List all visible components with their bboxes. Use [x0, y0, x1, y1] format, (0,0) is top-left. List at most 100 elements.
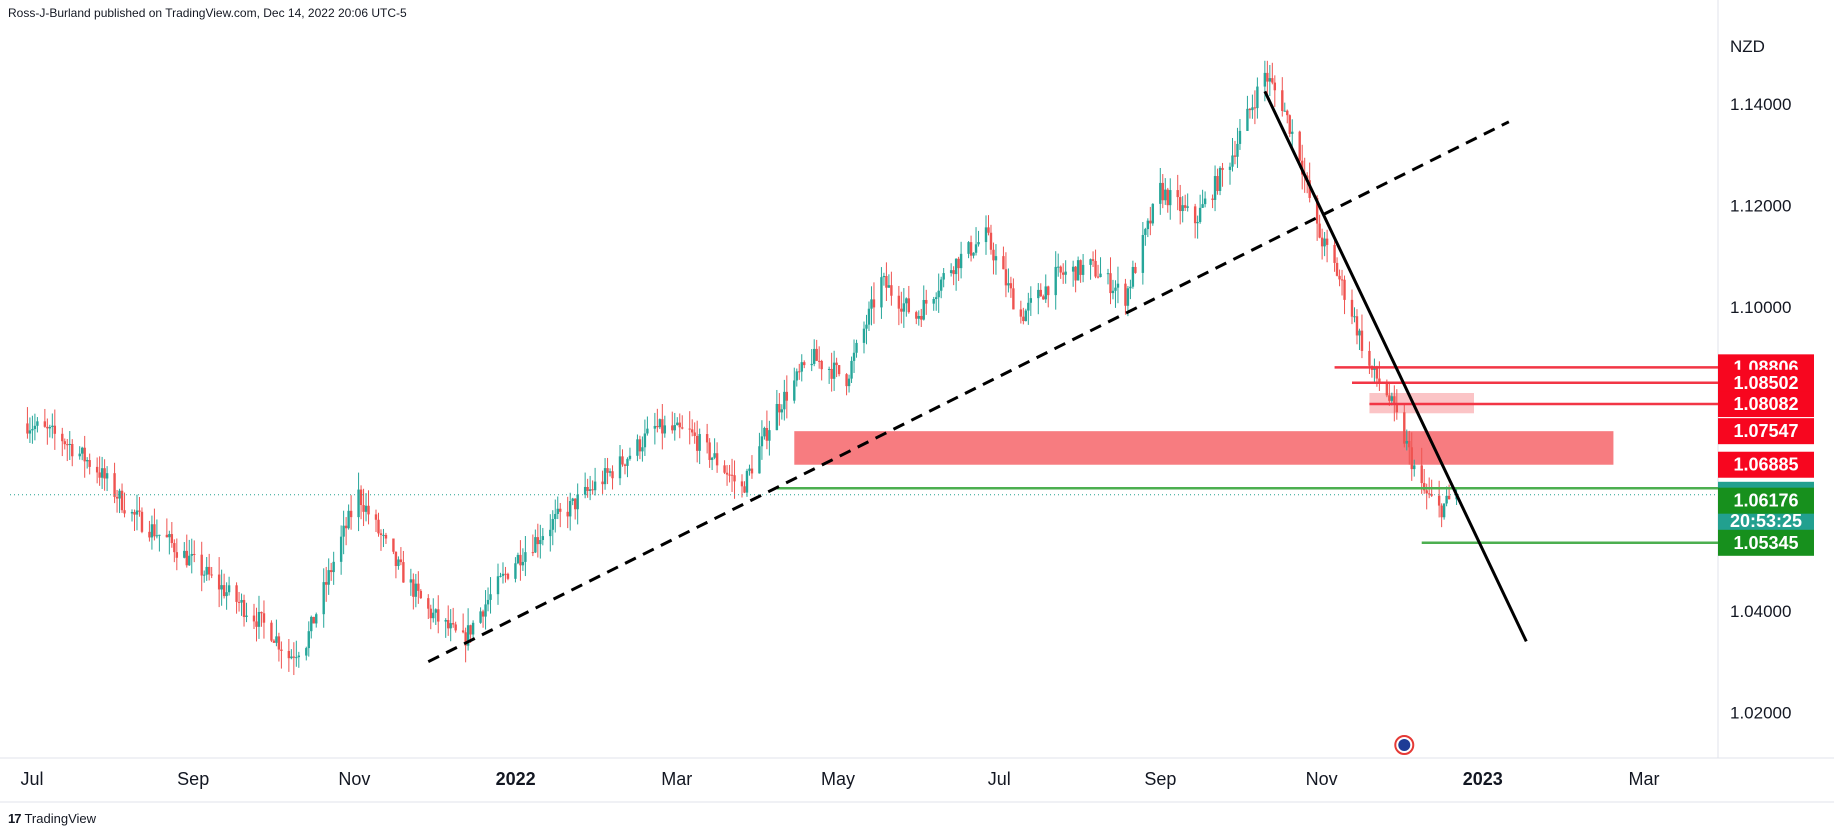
candle-body	[1298, 131, 1301, 161]
candle-body	[237, 601, 241, 603]
candle-body	[105, 473, 109, 479]
candle-body	[1096, 276, 1100, 278]
candle-body	[900, 308, 903, 312]
candle-body	[872, 299, 876, 308]
candle-body	[867, 308, 871, 325]
candle-body	[1315, 197, 1319, 224]
candle-body	[175, 552, 179, 558]
candle-body	[798, 371, 801, 373]
tradingview-footer[interactable]: 17 TradingView	[8, 811, 96, 826]
candle-body	[827, 368, 831, 370]
candle-body	[1236, 143, 1239, 157]
candle-body	[1111, 290, 1115, 294]
badge-1-05345	[1718, 529, 1814, 556]
solid-downtrend-line	[1263, 90, 1528, 643]
candle-body	[1151, 203, 1155, 224]
candle-body	[1420, 465, 1423, 484]
candle-body	[432, 612, 435, 619]
candle-body	[688, 428, 691, 430]
candle-body	[1183, 205, 1187, 208]
candle-body	[53, 425, 57, 434]
candle-body	[676, 422, 679, 426]
candle-body	[255, 621, 258, 627]
candle-body	[115, 496, 119, 499]
x-tick-label: Jul	[988, 769, 1011, 789]
candle-body	[1037, 289, 1040, 299]
candle-body	[399, 559, 403, 563]
candle-body	[539, 540, 542, 545]
candle-body	[1358, 330, 1361, 336]
candle-body	[100, 468, 104, 478]
candle-body	[31, 429, 34, 431]
candle-body	[1094, 260, 1097, 277]
candle-body	[1353, 316, 1356, 318]
candle-body	[1368, 350, 1371, 366]
candle-body	[695, 435, 699, 451]
candle-body	[270, 622, 273, 641]
candle-body	[745, 470, 749, 493]
candle-body	[865, 324, 868, 329]
candle-body	[551, 519, 554, 530]
candle-body	[1288, 115, 1291, 134]
candle-body	[1355, 316, 1359, 336]
candle-body	[740, 481, 744, 487]
candle-body	[173, 543, 176, 553]
currency-label: NZD	[1730, 37, 1765, 56]
candle-body	[638, 439, 642, 452]
candle-body	[691, 429, 694, 433]
candle-body	[1047, 286, 1050, 296]
candle-body	[379, 533, 383, 535]
candle-body	[464, 632, 467, 646]
candle-body	[1116, 283, 1120, 288]
candle-body	[905, 298, 908, 304]
candle-body	[730, 474, 734, 476]
candle-body	[1029, 298, 1033, 303]
resistance-zone	[794, 431, 1614, 465]
candle-body	[1323, 238, 1326, 247]
candle-body	[1054, 266, 1057, 296]
candle-body	[897, 295, 901, 309]
candle-body	[935, 297, 938, 300]
candle-body	[713, 453, 716, 458]
candle-body	[586, 486, 589, 491]
tradingview-brand: TradingView	[24, 811, 97, 826]
candle-body	[1268, 78, 1272, 82]
candle-body	[1340, 279, 1344, 281]
candle-body	[327, 570, 330, 585]
candle-body	[778, 403, 781, 413]
x-tick-label: 2023	[1463, 769, 1503, 789]
candle-body	[310, 616, 313, 632]
candle-body	[1074, 266, 1077, 281]
candle-body	[501, 573, 505, 576]
candle-body	[785, 391, 789, 401]
candle-body	[506, 573, 510, 579]
candle-body	[611, 471, 614, 479]
candle-body	[693, 432, 696, 436]
candle-body	[272, 640, 276, 643]
badge-1-08502-label: 1.08502	[1733, 373, 1798, 393]
candle-body	[1201, 204, 1204, 208]
candle-body	[315, 614, 318, 624]
candle-body	[641, 447, 644, 452]
candle-body	[1211, 198, 1214, 200]
candle-body	[601, 481, 604, 485]
candle-body	[203, 574, 206, 576]
candle-body	[949, 270, 953, 274]
candle-body	[225, 592, 228, 597]
candle-body	[277, 636, 281, 650]
candle-body	[344, 525, 348, 529]
candle-body	[322, 582, 325, 615]
candle-body	[1233, 155, 1237, 157]
candle-body	[1437, 495, 1441, 506]
candle-body	[153, 524, 156, 537]
x-tick-label: Mar	[1629, 769, 1660, 789]
candle-body	[339, 536, 343, 562]
candle-body	[51, 425, 54, 427]
candle-body	[1159, 182, 1162, 204]
candle-body	[95, 466, 99, 473]
candle-body	[862, 328, 866, 343]
candle-body	[312, 616, 315, 624]
candle-body	[1129, 286, 1132, 289]
candle-body	[708, 442, 711, 460]
